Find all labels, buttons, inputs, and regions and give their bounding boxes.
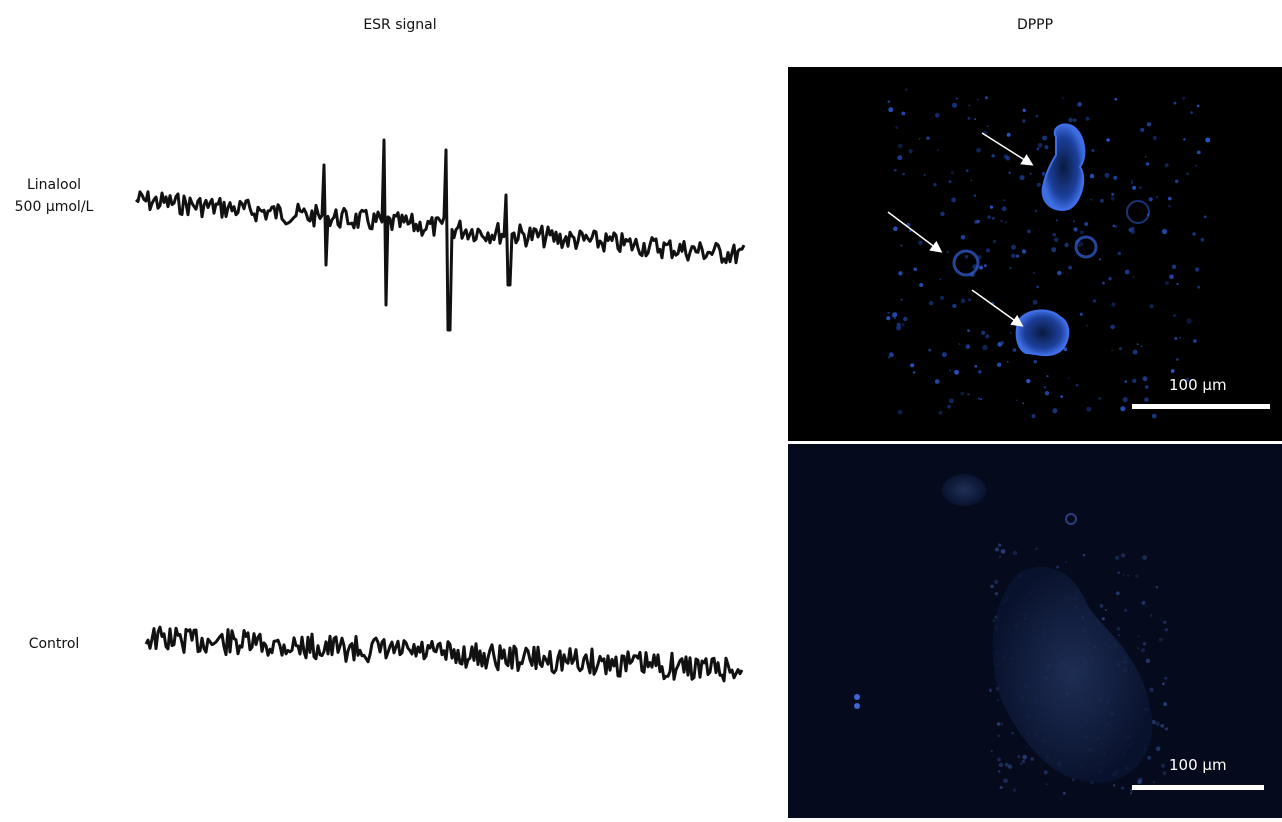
control-blue-dot-2 <box>854 703 860 709</box>
linalool-label-line1: Linalool <box>26 177 82 193</box>
dppp-micrograph-control: 100 μm <box>788 444 1282 818</box>
dppp-micrograph-control-picture <box>854 474 1168 795</box>
dppp-micrograph-linalool-picture <box>886 88 1211 419</box>
control-label-line1: Control <box>28 636 80 652</box>
bright-cell-bottom <box>1015 309 1070 357</box>
cell-glow-2 <box>1074 235 1098 259</box>
control-cell-cluster <box>992 566 1153 783</box>
scale-bar-label-2: 100 μm <box>1169 756 1227 774</box>
esr-signal-linalool-path <box>135 138 746 332</box>
bright-cell-top <box>1041 123 1086 211</box>
scale-bar-2 <box>1132 785 1264 790</box>
control-cell-dot <box>1065 513 1077 525</box>
control-cell-small <box>942 474 986 506</box>
dppp-column-title: DPPP <box>1016 17 1054 33</box>
esr-trace-control <box>144 625 744 683</box>
dppp-micrograph-linalool: 100 μm <box>788 67 1282 441</box>
cell-glow-3 <box>1126 200 1150 224</box>
esr-column-title: ESR signal <box>363 17 437 33</box>
scale-bar-1 <box>1132 404 1270 409</box>
esr-trace-linalool <box>135 138 746 332</box>
linalool-row-label: Linalool 500 μmol/L <box>0 174 108 218</box>
control-blue-dot-1 <box>854 694 860 700</box>
arrow-3 <box>971 289 1024 327</box>
cell-glow-1 <box>952 249 980 277</box>
control-row-label: Control <box>0 633 108 655</box>
scale-bar-label-1: 100 μm <box>1169 376 1227 394</box>
arrow-2 <box>887 211 943 253</box>
esr-signal-control-path <box>144 625 744 683</box>
linalool-label-line2: 500 μmol/L <box>14 199 94 215</box>
arrow-1 <box>981 132 1034 166</box>
